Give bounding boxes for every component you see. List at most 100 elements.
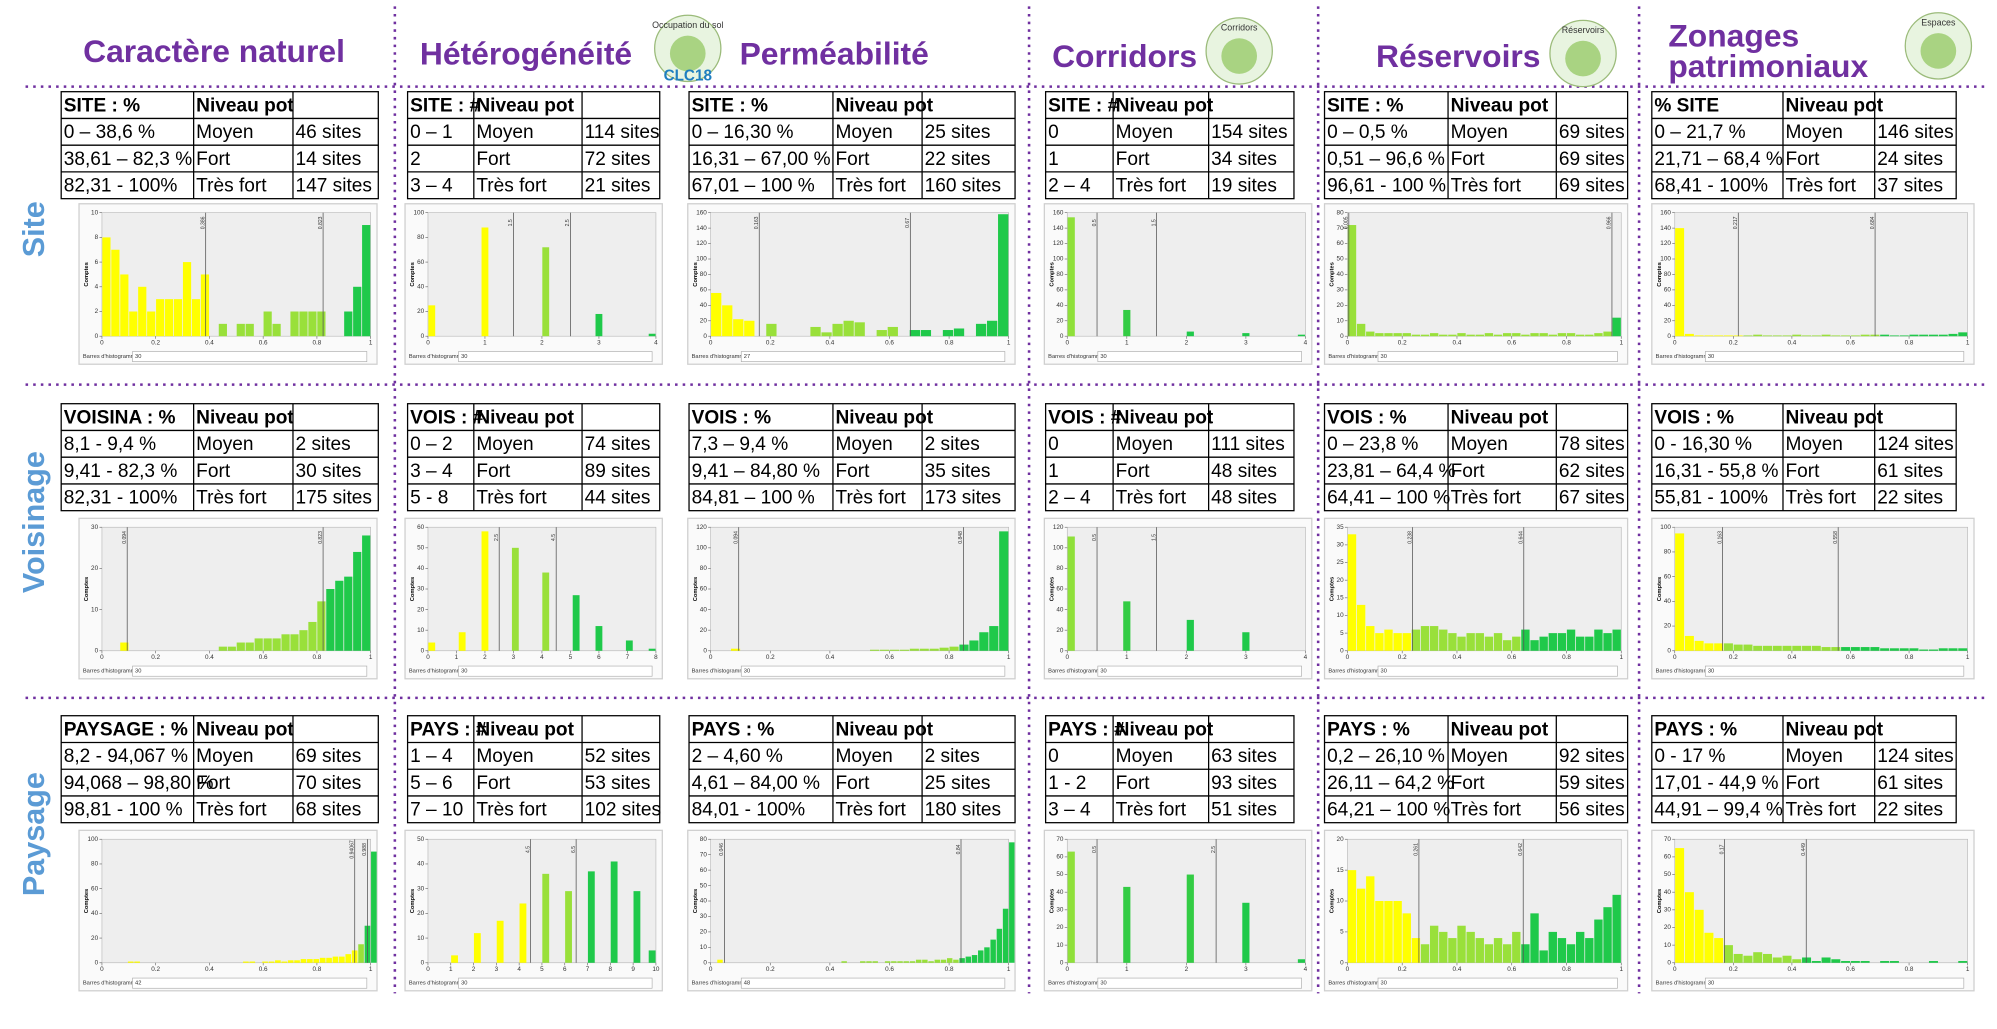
x-tick-label: 1 (1966, 654, 1970, 661)
y-tick-label: 80 (700, 836, 708, 843)
bar (1743, 645, 1752, 651)
threshold-label: 0.238 (1407, 531, 1413, 544)
table-cell: 68 sites (296, 800, 362, 821)
plot-area (711, 213, 1009, 337)
y-tick-label: 60 (1337, 240, 1345, 247)
bar (1187, 875, 1194, 963)
histogram: 010203000.20.40.60.81Comptes0.0940.823Ba… (79, 518, 377, 678)
table-cell: Moyen (196, 122, 253, 143)
y-tick-label: 40 (417, 565, 425, 572)
y-tick-label: 6 (95, 259, 99, 266)
icon-shape (1565, 41, 1601, 77)
bar (1919, 335, 1928, 337)
bar (1466, 932, 1474, 963)
bar (1530, 640, 1538, 651)
bar (281, 962, 287, 963)
bar (120, 274, 128, 336)
histogram: 01020304050012345678910Comptes4.56.5Barr… (405, 830, 662, 990)
table-cell: 111 sites (1211, 434, 1285, 455)
table-cell: Moyen (1451, 434, 1508, 455)
y-tick-label: 100 (88, 836, 99, 843)
bar (1003, 909, 1008, 963)
bar (1831, 647, 1840, 651)
histogram: 02040608010012001234Comptes0.51.5Barres … (1044, 518, 1311, 678)
bar (922, 960, 927, 963)
y-tick-label: 50 (1056, 871, 1064, 878)
y-tick-label: 20 (1664, 924, 1672, 931)
table-cell: Moyen (1116, 122, 1173, 143)
x-tick-label: 0.6 (1507, 339, 1516, 346)
x-tick-label: 0.2 (1729, 654, 1738, 661)
bar (1704, 335, 1713, 336)
histogram: 02040608010012014016000.20.40.60.81Compt… (688, 204, 1015, 364)
bar (1919, 650, 1928, 651)
table-cell: Fort (476, 149, 511, 170)
y-axis-label: Comptes (693, 262, 699, 286)
table-cell: 67,01 – 100 % (692, 176, 815, 197)
y-axis-label: Comptes (693, 577, 699, 601)
threshold-label: 0.67 (905, 218, 911, 228)
y-tick-label: 100 (1053, 545, 1064, 552)
y-tick-label: 0 (703, 959, 707, 966)
table-cell: 44 sites (585, 488, 651, 509)
table-cell: Fort (1451, 149, 1486, 170)
table-cell: 1 (1048, 461, 1059, 482)
bar (1841, 647, 1850, 651)
bar (128, 962, 134, 963)
y-tick-label: 5 (1340, 630, 1344, 637)
bar (301, 959, 307, 963)
bar (1851, 335, 1860, 336)
row-label: Voisinage (17, 451, 51, 593)
table-cell: 8,2 - 94,067 % (64, 746, 188, 767)
table-cell: Très fort (835, 176, 906, 197)
table-cell: 5 - 8 (410, 488, 448, 509)
table: VOISINA : %Niveau pot8,1 - 9,4 %Moyen2 s… (61, 404, 378, 511)
table-header: Niveau pot (1786, 407, 1884, 428)
y-tick-label: 0 (1667, 959, 1671, 966)
bins-label: Barres d'histogramme (409, 354, 465, 360)
table-cell: 63 sites (1211, 746, 1277, 767)
y-tick-label: 25 (1337, 559, 1345, 566)
y-tick-label: 0 (95, 647, 99, 654)
bar (138, 287, 146, 336)
table-cell: 55,81 - 100% (1654, 488, 1768, 509)
x-tick-label: 0.4 (1453, 966, 1462, 973)
column-title: patrimoniaux (1668, 48, 1868, 84)
table-header: PAYS : % (1654, 719, 1737, 740)
bins-value: 30 (1708, 354, 1714, 360)
bar (1890, 335, 1899, 336)
bins-value: 30 (1381, 354, 1387, 360)
bar (930, 649, 939, 651)
bar (1485, 944, 1493, 963)
y-axis-label: Comptes (84, 889, 90, 913)
table-cell: Fort (1786, 773, 1821, 794)
y-tick-label: 140 (696, 225, 707, 232)
bins-input (1705, 666, 1964, 676)
bar (1851, 961, 1860, 963)
bar (129, 312, 137, 337)
bar (1929, 335, 1938, 337)
y-axis-label: Comptes (1330, 577, 1336, 601)
bar (1187, 332, 1194, 337)
bar (1822, 957, 1831, 962)
table-header: Niveau pot (835, 719, 933, 740)
table-cell: Très fort (1786, 488, 1857, 509)
bins-input (1098, 351, 1302, 361)
bar (766, 324, 776, 336)
bar (1384, 333, 1392, 336)
table-cell: Très fort (196, 800, 267, 821)
x-tick-label: 1 (1007, 654, 1011, 661)
x-tick-label: 8 (609, 966, 613, 973)
bar (969, 640, 978, 650)
bins-value: 30 (1708, 981, 1714, 987)
x-tick-label: 4 (654, 339, 658, 346)
x-tick-label: 0.2 (1729, 339, 1738, 346)
table-cell: 61 sites (1877, 773, 1943, 794)
bar (1187, 620, 1194, 651)
bar (219, 324, 227, 336)
bar (941, 960, 946, 963)
bar (1457, 926, 1465, 963)
bins-label: Barres d'histogramme (1328, 981, 1384, 987)
y-axis-label: Comptes (1330, 889, 1336, 913)
bar (353, 287, 361, 336)
